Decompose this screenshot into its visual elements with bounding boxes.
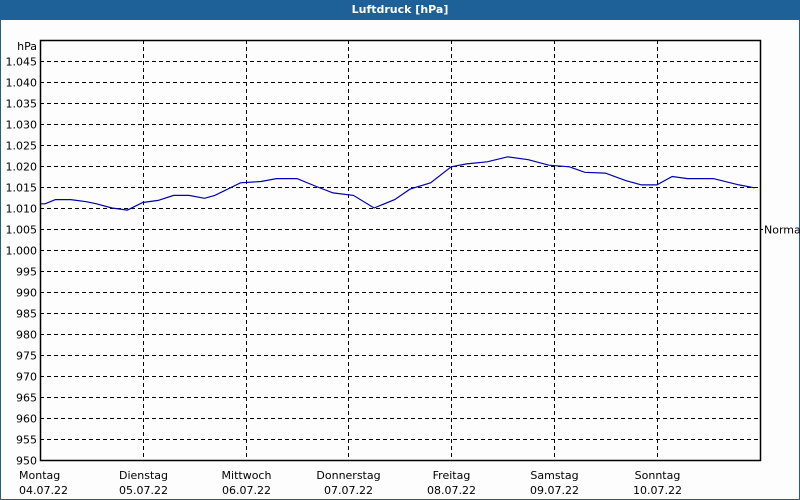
- y-tick-label: 975: [16, 350, 37, 363]
- y-tick-label: 955: [16, 434, 37, 447]
- x-tick-label: Freitag 08.07.22: [427, 469, 476, 497]
- svg-text:Mittwoch: Mittwoch: [222, 469, 272, 482]
- y-tick-label: 1.035: [6, 98, 38, 111]
- x-axis: Montag 04.07.22 Dienstag 05.07.22 Mittwoch 06…: [19, 469, 682, 497]
- y-tick-label: 960: [16, 413, 37, 426]
- svg-text:05.07.22: 05.07.22: [119, 484, 168, 497]
- x-tick-label: Samstag 09.07.22: [530, 469, 579, 497]
- svg-text:10.07.22: 10.07.22: [633, 484, 682, 497]
- svg-text:Montag: Montag: [19, 469, 60, 482]
- svg-text:08.07.22: 08.07.22: [427, 484, 476, 497]
- y-tick-label: 1.045: [6, 56, 38, 69]
- svg-text:09.07.22: 09.07.22: [530, 484, 579, 497]
- plot-area-border: [39, 39, 762, 462]
- x-tick-label: Mittwoch 06.07.22: [222, 469, 272, 497]
- svg-text:Sonntag: Sonntag: [635, 469, 681, 482]
- x-tick-label: Sonntag 10.07.22: [633, 469, 682, 497]
- y-tick-label: 990: [16, 287, 37, 300]
- pressure-series-line: [40, 156, 755, 211]
- svg-text:Freitag: Freitag: [433, 469, 471, 482]
- svg-text:07.07.22: 07.07.22: [324, 484, 373, 497]
- chart-title: Luftdruck [hPa]: [0, 0, 800, 20]
- svg-text:Dienstag: Dienstag: [119, 469, 168, 482]
- y-tick-label: 1.005: [6, 224, 38, 237]
- normal-marker-label: Normal: [764, 224, 800, 237]
- y-tick-label: 970: [16, 371, 37, 384]
- y-tick-label: 1.030: [6, 119, 38, 132]
- y-tick-label: 965: [16, 392, 37, 405]
- y-tick-label: 1.020: [6, 161, 38, 174]
- y-axis-unit: hPa: [17, 40, 37, 53]
- y-tick-label: 950: [16, 455, 37, 468]
- y-tick-label: 1.015: [6, 182, 38, 195]
- y-tick-label: 1.010: [6, 203, 38, 216]
- svg-text:Donnerstag: Donnerstag: [316, 469, 380, 482]
- svg-text:Samstag: Samstag: [530, 469, 578, 482]
- svg-text:06.07.22: 06.07.22: [222, 484, 271, 497]
- y-tick-label: 995: [16, 266, 37, 279]
- y-tick-label: 985: [16, 308, 37, 321]
- x-tick-label: Dienstag 05.07.22: [119, 469, 168, 497]
- y-axis: 1.045 1.040 1.035 1.030 1.025 1.020 1.015 1.010…: [6, 56, 38, 468]
- svg-text:04.07.22: 04.07.22: [19, 484, 68, 497]
- y-tick-label: 1.040: [6, 77, 38, 90]
- y-tick-label: 980: [16, 329, 37, 342]
- y-tick-label: 1.000: [6, 245, 38, 258]
- grid-lines: [40, 40, 763, 460]
- x-tick-label: Donnerstag 07.07.22: [316, 469, 380, 497]
- x-tick-label: Montag 04.07.22: [19, 469, 68, 497]
- y-tick-label: 1.025: [6, 140, 38, 153]
